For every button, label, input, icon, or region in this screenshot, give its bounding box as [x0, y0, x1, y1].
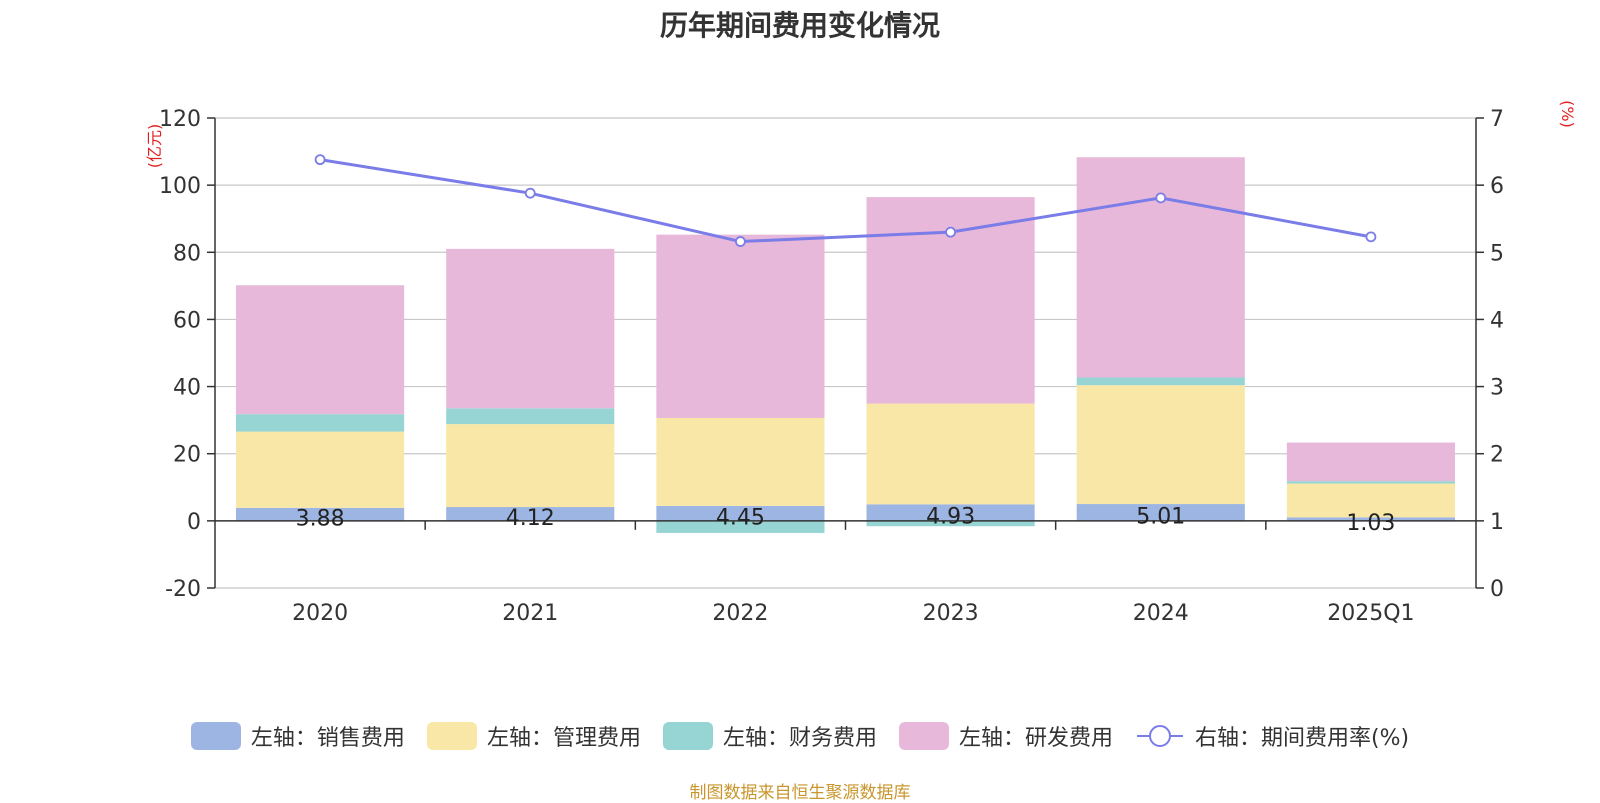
bar-segment: [656, 234, 825, 418]
rate-line: [314, 154, 1377, 247]
bar-segment: [1076, 504, 1245, 521]
data-label: 4.93: [926, 505, 975, 530]
legend-swatch: [190, 722, 241, 750]
right-tick-label: 4: [1490, 308, 1504, 333]
rate-point: [735, 236, 746, 247]
legend: 左轴：销售费用 左轴：管理费用 左轴：财务费用 左轴：研发费用 右轴：期间费用率(%): [0, 718, 1600, 754]
bar-segment: [1286, 483, 1455, 518]
legend-label: 左轴：研发费用: [958, 726, 1113, 751]
bar-segment: [656, 417, 825, 506]
data-label: 4.12: [506, 506, 555, 531]
bar-segment: [656, 505, 825, 521]
bar-segment: [446, 248, 615, 409]
x-tick-label: 2022: [712, 601, 768, 626]
bar-segment: [236, 285, 405, 415]
legend-item[interactable]: 左轴：财务费用: [662, 720, 877, 752]
legend-swatch: [898, 722, 949, 750]
right-tick-label: 0: [1490, 577, 1504, 602]
bar-segment: [1286, 517, 1455, 521]
rate-point: [945, 226, 956, 238]
data-label: 3.88: [296, 506, 345, 531]
legend-line-icon: [1136, 725, 1183, 747]
legend-label: 左轴：财务费用: [722, 726, 877, 751]
left-tick-label: 60: [173, 308, 201, 333]
legend-item[interactable]: 左轴：管理费用: [426, 720, 641, 752]
x-tick-label: 2023: [923, 601, 979, 626]
left-axis-unit: (亿元): [145, 124, 164, 169]
bar-segment: [236, 414, 405, 432]
right-tick-label: 3: [1490, 376, 1504, 401]
right-tick-label: 5: [1490, 241, 1504, 266]
data-label: 5.01: [1136, 504, 1185, 529]
legend-label: 右轴：期间费用率(%): [1194, 726, 1410, 751]
right-tick-label: 6: [1490, 174, 1504, 199]
legend-item[interactable]: 左轴：销售费用: [190, 720, 405, 752]
left-tick-label: 40: [173, 376, 201, 401]
source-footer: 制图数据来自恒生聚源数据库: [689, 783, 911, 803]
rate-point: [524, 187, 536, 199]
bar-segment: [656, 520, 825, 533]
x-tick-label: 2025Q1: [1327, 601, 1414, 626]
bar-segment: [1286, 481, 1455, 484]
right-tick-label: 7: [1490, 107, 1504, 132]
legend-label: 左轴：管理费用: [486, 726, 641, 751]
left-tick-label: 120: [159, 107, 201, 132]
right-tick-label: 1: [1490, 510, 1504, 535]
left-tick-label: 20: [173, 443, 201, 468]
left-tick-label: -20: [165, 577, 201, 602]
bar-segment: [866, 403, 1035, 505]
bar-segment: [866, 504, 1035, 521]
chart-title: 历年期间费用变化情况: [659, 9, 940, 42]
bar-segment: [446, 507, 615, 521]
legend-item[interactable]: 左轴：研发费用: [898, 720, 1113, 752]
bar-segment: [866, 520, 1035, 527]
x-tick-label: 2024: [1133, 601, 1189, 626]
left-tick-label: 100: [159, 174, 201, 199]
legend-swatch: [426, 722, 477, 750]
bar-segment: [446, 424, 615, 508]
legend-swatch: [662, 722, 713, 750]
left-tick-label: 0: [187, 510, 201, 535]
x-tick-label: 2020: [292, 601, 348, 626]
left-tick-label: 80: [173, 241, 201, 266]
data-labels: 3.88 4.12 4.45 4.93 5.01 1.03: [296, 504, 1396, 536]
bar-stacks: [236, 157, 1455, 533]
data-label: 1.03: [1346, 511, 1395, 536]
chart-canvas: -20 0 20 40 60 80 100 120 0 1 2 3 4 5 6 7 2020 2021 2022 20…: [145, 100, 1577, 626]
right-axis-unit: (%): [1558, 100, 1577, 128]
bar-segment: [236, 431, 405, 508]
bar-segment: [446, 408, 615, 425]
axes: -20 0 20 40 60 80 100 120 0 1 2 3 4 5 6 7 2020 2021 2022 20…: [145, 100, 1577, 626]
rate-line-path: [319, 158, 1372, 244]
x-tick-label: 2021: [502, 601, 558, 626]
rate-point: [1155, 192, 1167, 204]
bar-segment: [236, 507, 405, 521]
legend-item[interactable]: 右轴：期间费用率(%): [1135, 720, 1409, 752]
bar-segment: [1076, 377, 1245, 386]
rate-point: [1365, 231, 1377, 243]
bar-segment: [1076, 157, 1245, 378]
right-tick-label: 2: [1490, 443, 1504, 468]
bar-segment: [1286, 442, 1455, 482]
bar-segment: [1076, 385, 1245, 505]
legend-label: 左轴：销售费用: [250, 726, 405, 751]
data-label: 4.45: [716, 505, 765, 530]
rate-point: [314, 154, 326, 166]
